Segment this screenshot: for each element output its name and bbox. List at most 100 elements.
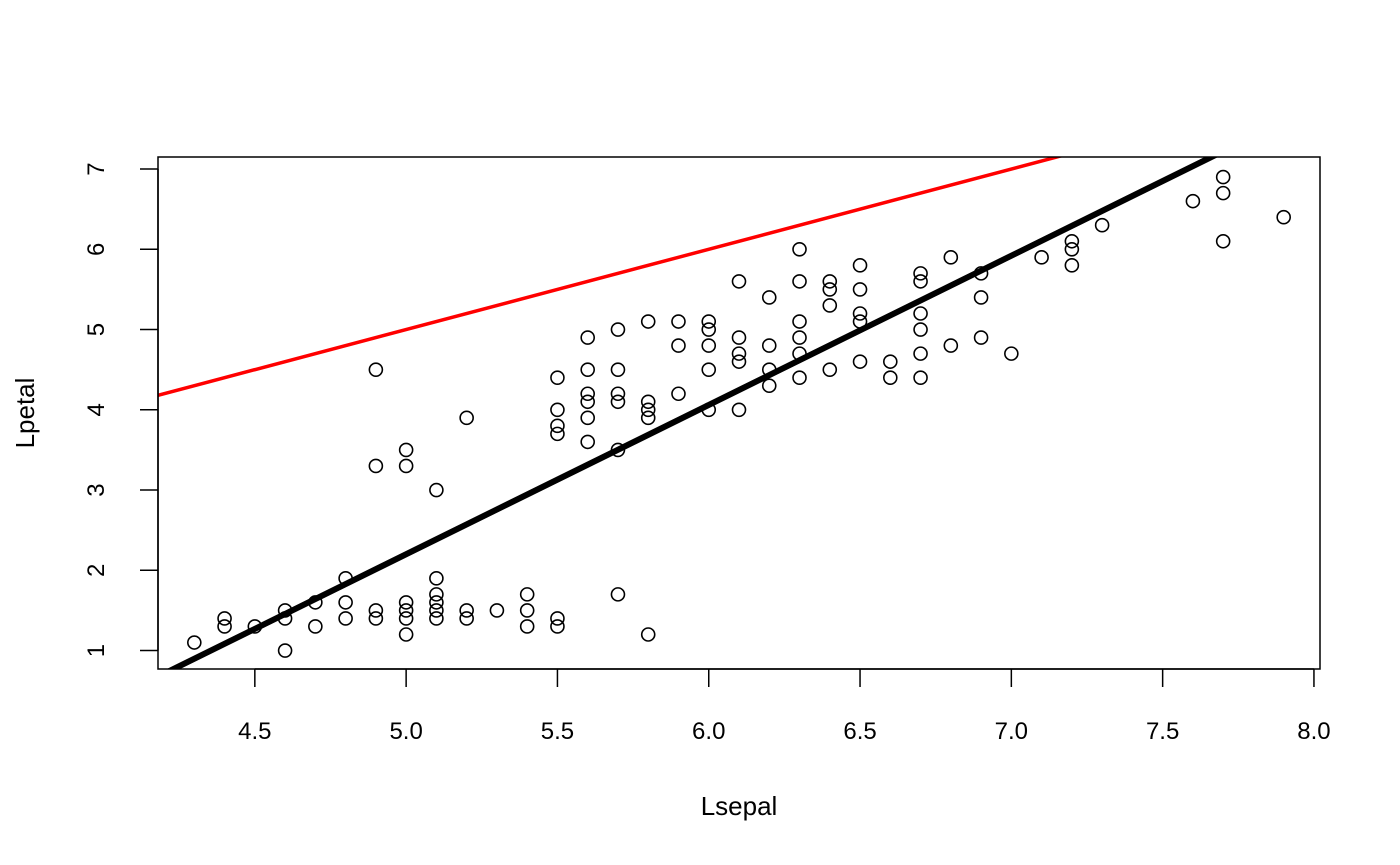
- data-point: [580, 410, 595, 426]
- data-point: [1215, 185, 1231, 201]
- y-axis: 1 2 3 4 5 6 7: [83, 162, 159, 657]
- data-point: [338, 611, 353, 626]
- data-point: [640, 394, 656, 410]
- data-point: [943, 338, 959, 353]
- data-point: [398, 611, 414, 626]
- data-point: [610, 442, 626, 458]
- data-point: [368, 362, 384, 377]
- data-point: [1034, 250, 1049, 265]
- data-point: [761, 378, 777, 394]
- data-point: [550, 370, 565, 385]
- data-point: [792, 274, 807, 289]
- x-tick-label: 6.0: [692, 718, 725, 745]
- data-point: [973, 266, 989, 281]
- data-point: [247, 619, 263, 634]
- data-point: [429, 571, 444, 586]
- data-point: [519, 587, 535, 602]
- fit-line-1: [158, 157, 1064, 398]
- data-point: [701, 338, 717, 353]
- data-point: [731, 402, 747, 418]
- data-point: [308, 595, 323, 610]
- data-point: [550, 402, 565, 418]
- data-point: [610, 394, 626, 410]
- data-point: [852, 282, 868, 297]
- data-point: [398, 603, 414, 618]
- data-point: [913, 346, 928, 361]
- data-point: [671, 338, 686, 353]
- data-point: [580, 362, 595, 377]
- data-point: [550, 418, 565, 434]
- data-point: [701, 402, 717, 418]
- data-point: [913, 306, 928, 321]
- data-point: [308, 619, 323, 634]
- x-tick-label: 6.5: [843, 718, 876, 745]
- data-point: [429, 603, 444, 618]
- data-point: [550, 426, 565, 442]
- data-point: [640, 402, 656, 418]
- data-point: [187, 635, 202, 650]
- x-tick-label: 4.5: [238, 718, 271, 745]
- data-point: [792, 370, 807, 385]
- data-point: [883, 370, 898, 385]
- data-point: [580, 386, 595, 402]
- data-point: [852, 314, 868, 329]
- y-tick-label: 6: [83, 243, 110, 256]
- data-point: [610, 386, 626, 402]
- data-point: [429, 482, 444, 498]
- data-point: [1064, 233, 1080, 249]
- x-axis: 4.5 5.0 5.5 6.0 6.5 7.0 7.5 8.0: [238, 668, 1331, 745]
- data-point: [217, 611, 232, 626]
- data-point: [973, 290, 989, 305]
- data-point: [852, 354, 868, 369]
- data-point: [550, 611, 565, 626]
- data-point: [459, 603, 474, 618]
- y-axis-label: Lpetal: [10, 378, 40, 449]
- data-point: [277, 643, 293, 658]
- data-point: [1276, 209, 1291, 225]
- data-point: [640, 410, 656, 426]
- data-point: [822, 298, 838, 313]
- data-point: [580, 330, 595, 345]
- data-point: [550, 619, 565, 634]
- data-point: [731, 330, 747, 345]
- data-point: [1215, 233, 1231, 249]
- data-point: [610, 322, 626, 337]
- data-point: [852, 306, 868, 321]
- data-point: [731, 346, 747, 361]
- data-point: [883, 354, 898, 369]
- data-point: [822, 282, 838, 297]
- data-point: [398, 442, 414, 458]
- x-tick-label: 7.0: [995, 718, 1028, 745]
- data-point: [761, 362, 777, 377]
- data-point: [277, 603, 293, 618]
- data-point: [580, 434, 595, 450]
- data-point: [429, 611, 444, 626]
- data-point: [852, 258, 868, 273]
- data-point: [1064, 241, 1080, 257]
- data-point: [580, 394, 595, 410]
- data-point: [913, 322, 928, 337]
- x-tick-label: 5.0: [389, 718, 422, 745]
- data-point: [792, 330, 807, 345]
- data-point: [1064, 258, 1080, 273]
- data-point: [398, 595, 414, 610]
- x-tick-label: 8.0: [1297, 718, 1330, 745]
- data-point: [761, 338, 777, 353]
- data-point: [277, 611, 293, 626]
- data-point: [338, 571, 353, 586]
- data-point: [913, 266, 928, 281]
- y-tick-label: 4: [83, 403, 110, 416]
- data-point: [640, 627, 656, 642]
- data-point: [943, 250, 959, 265]
- data-point: [792, 314, 807, 329]
- data-point: [671, 386, 686, 402]
- data-point: [701, 322, 717, 337]
- fit-lines: [158, 157, 1219, 669]
- data-point: [610, 362, 626, 377]
- data-point: [1004, 346, 1019, 361]
- data-point: [459, 410, 474, 426]
- data-point: [973, 330, 989, 345]
- data-point: [731, 354, 747, 369]
- fit-line-2: [166, 157, 1219, 669]
